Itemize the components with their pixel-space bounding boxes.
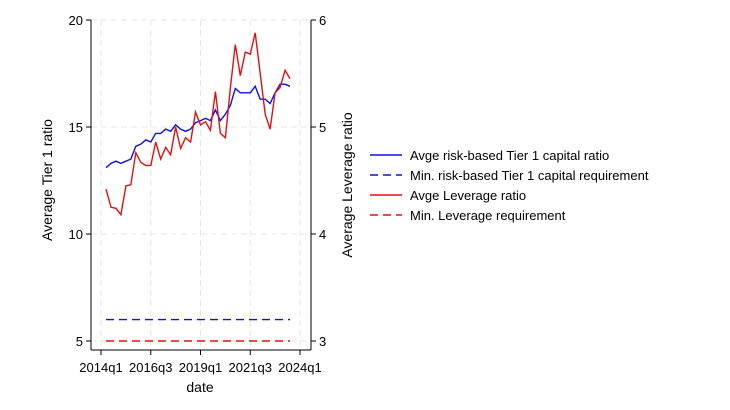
left-tick-label: 10 [69, 227, 83, 242]
left-tick-label: 5 [76, 334, 83, 349]
legend-label-4: Min. Leverage requirement [410, 208, 566, 223]
left-tick-label: 15 [69, 120, 83, 135]
x-tick-label: 2014q1 [79, 360, 122, 375]
series-line-3 [105, 32, 291, 217]
left-tick-label: 20 [69, 13, 83, 28]
right-tick-label: 6 [319, 13, 326, 28]
x-tick-label: 2019q1 [179, 360, 222, 375]
right-tick-label: 4 [319, 227, 326, 242]
x-axis-title: date [186, 379, 213, 395]
right-tick-label: 5 [319, 120, 326, 135]
ticks: 5 10 15 20 3 4 5 6 2014q1 2016q3 2019q1 2021q3 2024q… [69, 13, 327, 375]
right-y-axis-title: Average Leverage ratio [339, 112, 355, 257]
right-tick-label: 3 [319, 334, 326, 349]
legend-label-2: Min. risk-based Tier 1 capital requireme… [410, 168, 649, 183]
legend-label-3: Avge Leverage ratio [410, 188, 526, 203]
grid [91, 19, 311, 350]
x-tick-label: 2016q3 [129, 360, 172, 375]
series-line-1 [105, 83, 291, 169]
legend-label-1: Avge risk-based Tier 1 capital ratio [410, 148, 609, 163]
x-tick-label: 2024q1 [278, 360, 321, 375]
series-group [105, 32, 291, 342]
legend: Avge risk-based Tier 1 capital ratio Min.… [370, 148, 649, 223]
x-tick-label: 2021q3 [229, 360, 272, 375]
left-y-axis-title: Average Tier 1 ratio [39, 119, 55, 241]
